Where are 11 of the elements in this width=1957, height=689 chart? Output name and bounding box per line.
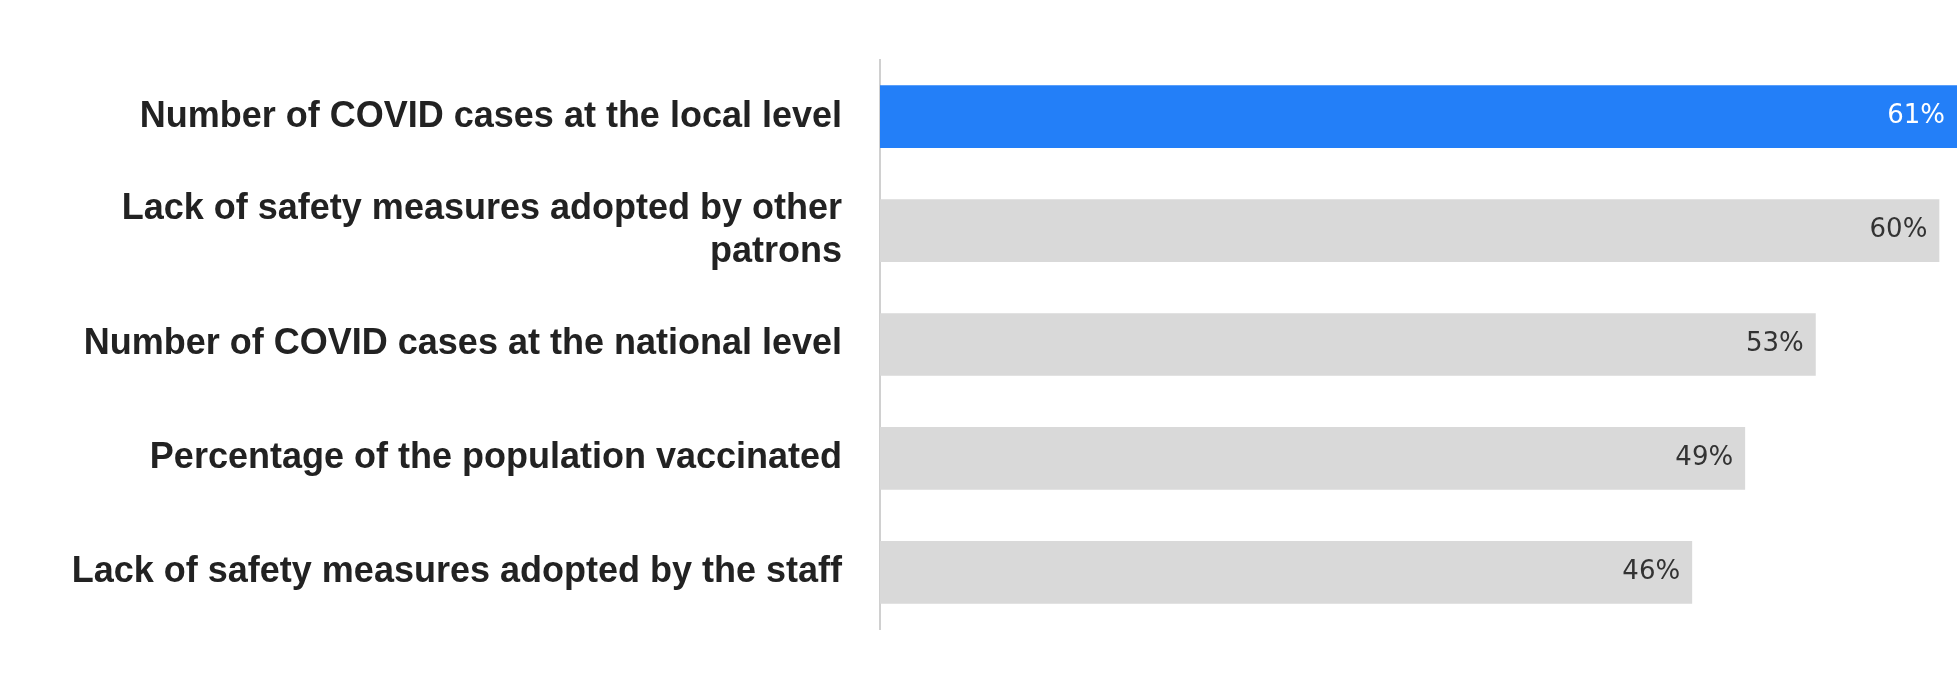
data-label: 60% (1869, 213, 1928, 244)
bar (880, 85, 1957, 148)
y-tick-label: Number of COVID cases at the national level (83, 321, 842, 363)
data-label: 49% (1675, 441, 1734, 472)
y-tick-label: Number of COVID cases at the local level (139, 93, 842, 135)
y-tick-label: Percentage of the population vaccinated (149, 435, 842, 477)
data-label: 46% (1622, 555, 1681, 586)
y-tick-label: Lack of safety measures adopted by other patrons (121, 185, 842, 271)
y-tick-label: Lack of safety measures adopted by the staff (71, 549, 843, 591)
data-label: 53% (1745, 327, 1804, 358)
data-label: 61% (1887, 99, 1945, 130)
